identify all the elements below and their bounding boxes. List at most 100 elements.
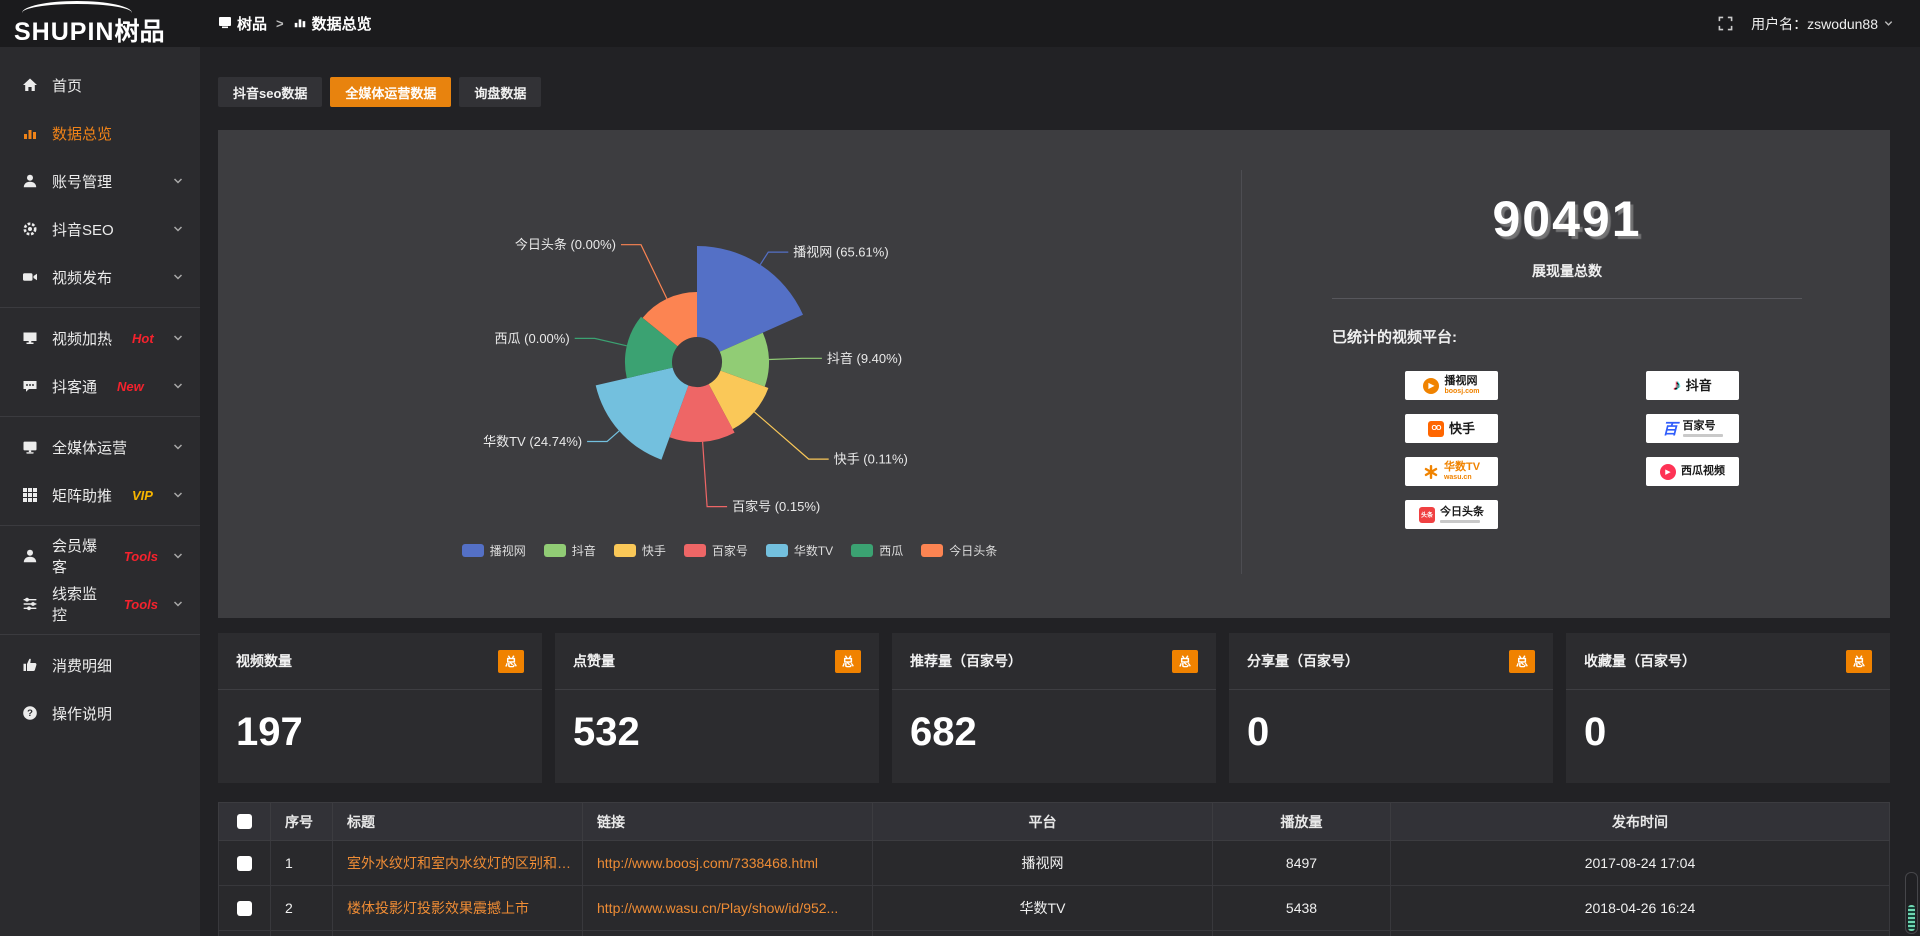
sidebar-item-label: 全媒体运营 bbox=[52, 439, 128, 457]
pie-slice-今日头条[interactable] bbox=[642, 292, 697, 347]
grid-icon bbox=[22, 487, 38, 503]
scroll-thumb[interactable] bbox=[1908, 905, 1915, 931]
heat-icon bbox=[22, 330, 38, 346]
chevron-down-icon bbox=[172, 380, 184, 392]
legend-item-百家号[interactable]: 百家号 bbox=[683, 542, 748, 559]
total-badge: 总 bbox=[834, 649, 861, 673]
videos-table-wrap: 序号 标题 链接 平台 播放量 发布时间 1 室外水纹灯和室内水纹灯的区别和简介 http:/… bbox=[218, 802, 1890, 936]
legend-swatch bbox=[683, 544, 706, 557]
sidebar-item-线索监控[interactable]: 线索监控 Tools bbox=[0, 580, 200, 628]
sidebar-item-抖音SEO[interactable]: 抖音SEO bbox=[0, 205, 200, 253]
legend-swatch bbox=[613, 544, 636, 557]
pie-slice-抖音[interactable] bbox=[719, 332, 770, 387]
legend-item-播视网[interactable]: 播视网 bbox=[461, 542, 526, 559]
stat-card-推荐量（百家号）: 推荐量（百家号） 总 682 bbox=[892, 633, 1216, 783]
sidebar-item-视频发布[interactable]: 视频发布 bbox=[0, 253, 200, 301]
pie-slice-西瓜[interactable] bbox=[624, 316, 678, 379]
platform-chip-华数TV: 华数TV wasu.cn bbox=[1405, 457, 1498, 486]
chevron-down-icon bbox=[172, 223, 184, 235]
stat-card-value: 682 bbox=[910, 710, 977, 754]
sidebar-item-首页[interactable]: 首页 bbox=[0, 61, 200, 109]
cell-title-link[interactable]: 室外水纹灯和室内水纹灯的区别和简介 bbox=[332, 840, 583, 886]
sidebar-item-全媒体运营[interactable]: 全媒体运营 bbox=[0, 423, 200, 471]
sidebar-item-数据总览[interactable]: 数据总览 bbox=[0, 109, 200, 157]
legend-label: 西瓜 bbox=[879, 544, 904, 558]
user-icon bbox=[22, 173, 38, 189]
stat-card-title: 收藏量（百家号） bbox=[1584, 653, 1696, 669]
rose-pie-chart[interactable]: 播视网 (65.61%) 抖音 (9.40%) 快手 (0.11%) 百家号 (0.1… bbox=[218, 130, 1241, 618]
home-icon bbox=[22, 77, 38, 93]
legend-label: 华数TV bbox=[793, 544, 834, 558]
row-checkbox[interactable] bbox=[237, 900, 252, 916]
toutiao-icon: 头条 bbox=[1419, 506, 1435, 523]
wasu-star-icon bbox=[1423, 464, 1439, 480]
sidebar-item-label: 视频加热 bbox=[52, 330, 113, 348]
breadcrumb-item-home[interactable]: 树品 bbox=[218, 13, 267, 34]
legend-item-华数TV[interactable]: 华数TV bbox=[765, 542, 834, 559]
row-checkbox[interactable] bbox=[237, 855, 252, 871]
total-impressions-label: 展现量总数 bbox=[1532, 263, 1602, 279]
legend-label: 百家号 bbox=[711, 544, 748, 558]
stats-separator bbox=[1332, 298, 1802, 299]
stat-card-title: 点赞量 bbox=[573, 653, 615, 669]
sidebar-item-label: 线索监控 bbox=[52, 586, 98, 624]
scroll-indicator[interactable] bbox=[1905, 872, 1918, 934]
sidebar-item-视频加热[interactable]: 视频加热 Hot bbox=[0, 314, 200, 362]
sidebar-item-消费明细[interactable]: 消费明细 bbox=[0, 641, 200, 689]
pie-label-line-快手 bbox=[754, 411, 829, 460]
chevron-down-icon bbox=[172, 441, 184, 453]
select-all-checkbox[interactable] bbox=[237, 814, 252, 829]
gear-icon bbox=[22, 221, 38, 237]
pie-slice-百家号[interactable] bbox=[669, 384, 735, 443]
chart-legend: 播视网 抖音 快手 百家号 华数TV 西瓜 今日头条 bbox=[218, 542, 1241, 559]
chevron-down-icon bbox=[172, 332, 184, 344]
thumb-icon bbox=[22, 657, 38, 673]
legend-item-今日头条[interactable]: 今日头条 bbox=[921, 542, 997, 559]
legend-item-快手[interactable]: 快手 bbox=[613, 542, 666, 559]
sidebar-item-label: 矩阵助推 bbox=[52, 487, 113, 505]
cell-url-link[interactable]: http://www.wasu.cn/Play/show/id/952... bbox=[582, 885, 873, 931]
pie-slice-快手[interactable] bbox=[708, 370, 769, 430]
bar-chart-icon bbox=[293, 15, 307, 33]
sidebar-item-label: 视频发布 bbox=[52, 269, 113, 287]
chevron-down-icon bbox=[172, 489, 184, 501]
kuaishou-icon: OO bbox=[1427, 420, 1444, 437]
total-impressions-value: 90491 bbox=[1492, 191, 1642, 247]
tab-询盘数据[interactable]: 询盘数据 bbox=[459, 77, 542, 107]
fullscreen-icon[interactable] bbox=[1718, 16, 1733, 31]
app-logo[interactable]: SHUPIN树品 bbox=[0, 0, 200, 47]
sidebar-item-矩阵助推[interactable]: 矩阵助推 VIP bbox=[0, 471, 200, 519]
pie-slice-华数TV[interactable] bbox=[595, 367, 689, 460]
sidebar-item-抖客通[interactable]: 抖客通 New bbox=[0, 362, 200, 410]
sidebar: 首页 数据总览 账号管理 抖音SEO 视频发布视频加热 Hot 抖客通 New 全媒体运营矩阵助… bbox=[0, 47, 200, 936]
pie-slice-播视网[interactable] bbox=[697, 246, 803, 352]
cell-url-link[interactable]: http://www.boosj.com/7338468.html bbox=[582, 840, 873, 886]
chevron-down-icon bbox=[1883, 16, 1894, 32]
stat-card-value: 197 bbox=[236, 710, 303, 754]
sidebar-item-label: 抖客通 bbox=[52, 378, 98, 396]
pie-label-华数TV: 华数TV (24.74%) bbox=[483, 434, 582, 449]
pie-label-百家号: 百家号 (0.15%) bbox=[732, 499, 820, 514]
breadcrumb-separator: > bbox=[276, 16, 284, 31]
legend-item-抖音[interactable]: 抖音 bbox=[543, 542, 596, 559]
pie-label-快手: 快手 (0.11%) bbox=[834, 452, 908, 467]
cell-views: 5438 bbox=[1212, 885, 1391, 931]
tab-全媒体运营数据[interactable]: 全媒体运营数据 bbox=[330, 77, 452, 107]
legend-label: 今日头条 bbox=[949, 544, 998, 558]
pie-chart-area: 播视网 (65.61%) 抖音 (9.40%) 快手 (0.11%) 百家号 (0.1… bbox=[218, 130, 1241, 618]
sidebar-item-账号管理[interactable]: 账号管理 bbox=[0, 157, 200, 205]
video-icon bbox=[22, 269, 38, 285]
stat-card-分享量（百家号）: 分享量（百家号） 总 0 bbox=[1229, 633, 1553, 783]
legend-item-西瓜[interactable]: 西瓜 bbox=[851, 542, 903, 559]
xigua-play-icon: ▶ bbox=[1660, 463, 1676, 480]
stat-cards-row: 视频数量总 197 点赞量总 532 推荐量（百家号）总 682 分享量（百家号）总 0 收藏量… bbox=[218, 633, 1890, 783]
sidebar-item-操作说明[interactable]: ? 操作说明 bbox=[0, 689, 200, 737]
stat-card-value: 532 bbox=[573, 710, 640, 754]
stat-card-title: 分享量（百家号） bbox=[1247, 653, 1359, 669]
tab-抖音seo数据[interactable]: 抖音seo数据 bbox=[218, 77, 323, 107]
breadcrumb-item-current[interactable]: 数据总览 bbox=[293, 13, 372, 34]
cell-title-link[interactable]: 楼体投影灯投影效果震撼上市 bbox=[332, 885, 583, 931]
username-menu[interactable]: 用户名：zswodun88 bbox=[1751, 14, 1894, 34]
sidebar-item-会员爆客[interactable]: 会员爆客 Tools bbox=[0, 532, 200, 580]
username-label: 用户名：zswodun88 bbox=[1751, 15, 1878, 32]
